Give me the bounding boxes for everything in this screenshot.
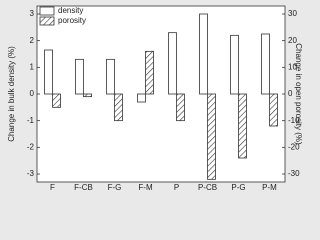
- x-tick-label: F-CB: [74, 183, 93, 192]
- x-tick-label: F-M: [138, 183, 153, 192]
- y-tick-label: -2: [27, 142, 35, 151]
- x-tick-label: P-M: [262, 183, 277, 192]
- chart: Change in bulk density (%) Change in ope…: [7, 5, 303, 192]
- y-axis-title: Change in bulk density (%): [7, 46, 16, 142]
- y2-tick-label: 0: [288, 89, 293, 98]
- bar: [176, 93, 185, 122]
- bar: [106, 58, 115, 95]
- bar: [261, 33, 270, 95]
- bar: [114, 93, 123, 122]
- bar: [230, 34, 239, 95]
- x-tick-label: P: [174, 183, 179, 192]
- bar: [44, 49, 53, 95]
- x-tick-label: P-G: [231, 183, 245, 192]
- bar: [137, 93, 146, 103]
- bar: [269, 93, 278, 127]
- y2-tick-label: 10: [288, 62, 297, 71]
- bar: [238, 93, 247, 159]
- y-tick-label: -3: [27, 169, 35, 178]
- y2-tick-label: -10: [288, 116, 300, 125]
- y-tick-label: 0: [30, 89, 35, 98]
- bar: [75, 58, 84, 95]
- legend-label: porosity: [58, 16, 86, 25]
- bar: [207, 93, 216, 180]
- y-tick-label: 3: [30, 9, 35, 18]
- legend-swatch: [39, 16, 55, 26]
- y-tick-label: 1: [30, 62, 35, 71]
- y2-tick-label: -20: [288, 142, 300, 151]
- y2-axis-title: Change in open porosity (%): [294, 43, 303, 145]
- bar: [145, 50, 154, 95]
- bar: [199, 13, 208, 95]
- y2-tick-label: -30: [288, 169, 300, 178]
- y-tick-label: 2: [30, 36, 35, 45]
- y2-tick-label: 30: [288, 9, 297, 18]
- bar: [52, 93, 61, 108]
- x-tick-label: P-CB: [198, 183, 217, 192]
- plot-area: [36, 5, 286, 183]
- y-tick-label: -1: [27, 116, 35, 125]
- bar: [83, 93, 92, 98]
- x-tick-label: F-G: [108, 183, 122, 192]
- y2-tick-label: 20: [288, 36, 297, 45]
- legend-label: density: [58, 6, 83, 15]
- x-tick-label: F: [50, 183, 55, 192]
- legend-swatch: [39, 6, 55, 16]
- bar: [168, 32, 177, 95]
